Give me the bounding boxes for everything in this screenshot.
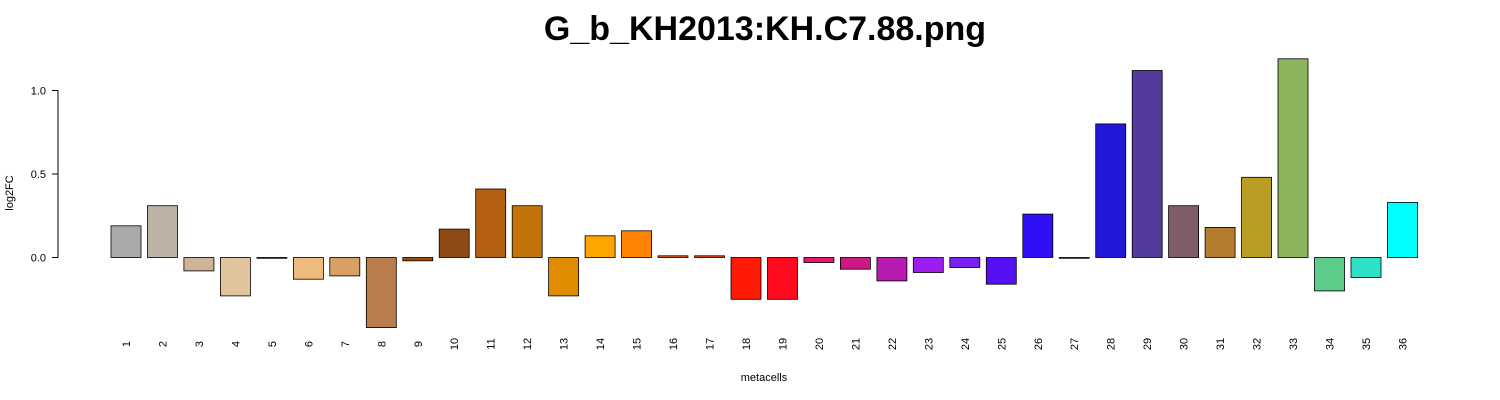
x-tick-label: 36 — [1397, 338, 1409, 350]
bar-23 — [912, 257, 944, 273]
x-tick-label: 29 — [1142, 338, 1154, 350]
bar-8 — [365, 257, 397, 328]
bar-5 — [256, 257, 288, 259]
bar-29 — [1131, 70, 1163, 258]
bar-28 — [1095, 123, 1127, 258]
x-tick-label: 30 — [1179, 338, 1191, 350]
x-tick-label: 4 — [230, 341, 242, 347]
x-tick-labels: 1 2 3 4 5 6 7 8 9 10 11 12 13 14 15 16 17 18 19 20 21 22 23 24 2… — [121, 338, 1409, 350]
x-tick-label: 19 — [777, 338, 789, 350]
x-tick-label: 8 — [376, 341, 388, 347]
x-tick-label: 7 — [340, 341, 352, 347]
bar-10 — [438, 228, 470, 258]
x-tick-label: 25 — [996, 338, 1008, 350]
x-tick-label: 20 — [814, 338, 826, 350]
bar-27 — [1058, 257, 1090, 259]
x-tick-label: 16 — [668, 338, 680, 350]
x-tick-label: 1 — [121, 341, 133, 347]
x-tick-label: 15 — [632, 338, 644, 350]
x-tick-label: 28 — [1106, 338, 1118, 350]
bar-36 — [1387, 201, 1418, 258]
bar-15 — [621, 230, 652, 258]
bar-20 — [803, 257, 835, 263]
x-tick-label: 23 — [923, 338, 935, 350]
x-tick-label: 31 — [1215, 338, 1227, 350]
chart-title: G_b_KH2013:KH.C7.88.png — [543, 10, 987, 48]
x-tick-label: 34 — [1325, 338, 1337, 350]
x-tick-label: 6 — [303, 341, 315, 347]
x-tick-label: 33 — [1288, 338, 1300, 350]
y-axis: 0.0 0.5 1.0 — [31, 86, 59, 265]
y-tick-label: 1.0 — [31, 86, 46, 98]
y-axis-label: log2FC — [4, 175, 16, 211]
x-tick-label: 12 — [522, 338, 534, 350]
bar-30 — [1168, 205, 1199, 258]
y-tick-label: 0.5 — [31, 169, 46, 181]
bar-9 — [402, 257, 434, 262]
bar-13 — [548, 257, 579, 297]
x-tick-label: 3 — [194, 341, 206, 347]
bar-3 — [183, 257, 215, 272]
x-tick-label: 24 — [960, 338, 972, 350]
bars — [110, 58, 1418, 328]
x-tick-label: 2 — [157, 341, 169, 347]
x-axis-label: metacells — [741, 372, 788, 384]
bar-16 — [657, 255, 689, 258]
x-tick-label: 13 — [559, 338, 571, 350]
bar-22 — [876, 257, 908, 282]
bar-26 — [1022, 213, 1054, 258]
x-tick-label: 26 — [1033, 338, 1045, 350]
y-tick-label: 0.0 — [31, 253, 46, 265]
bar-19 — [767, 257, 798, 300]
x-tick-label: 35 — [1361, 338, 1373, 350]
x-tick-label: 32 — [1252, 338, 1264, 350]
bar-35 — [1350, 257, 1382, 278]
x-tick-label: 27 — [1069, 338, 1081, 350]
x-tick-label: 11 — [486, 338, 498, 349]
x-tick-label: 9 — [413, 341, 425, 347]
x-tick-label: 17 — [705, 338, 717, 350]
bar-11 — [475, 188, 507, 258]
bar-25 — [985, 257, 1017, 285]
bar-14 — [584, 235, 616, 258]
x-tick-label: 14 — [595, 338, 607, 350]
bar-21 — [840, 257, 871, 270]
bar-32 — [1241, 176, 1272, 258]
bar-7 — [329, 257, 361, 277]
bar-17 — [694, 255, 725, 258]
bar-1 — [110, 225, 142, 258]
bar-34 — [1314, 257, 1345, 292]
bar-31 — [1204, 226, 1236, 258]
bar-12 — [511, 205, 543, 258]
x-tick-label: 21 — [850, 338, 862, 350]
x-tick-label: 18 — [741, 338, 753, 350]
x-tick-label: 5 — [267, 341, 279, 347]
bar-24 — [949, 257, 981, 268]
x-tick-label: 22 — [887, 338, 899, 350]
bar-18 — [730, 257, 762, 300]
bar-6 — [292, 257, 324, 280]
bar-33 — [1277, 58, 1309, 258]
bar-2 — [147, 205, 178, 258]
x-tick-label: 10 — [449, 338, 461, 350]
bar-4 — [219, 257, 251, 297]
